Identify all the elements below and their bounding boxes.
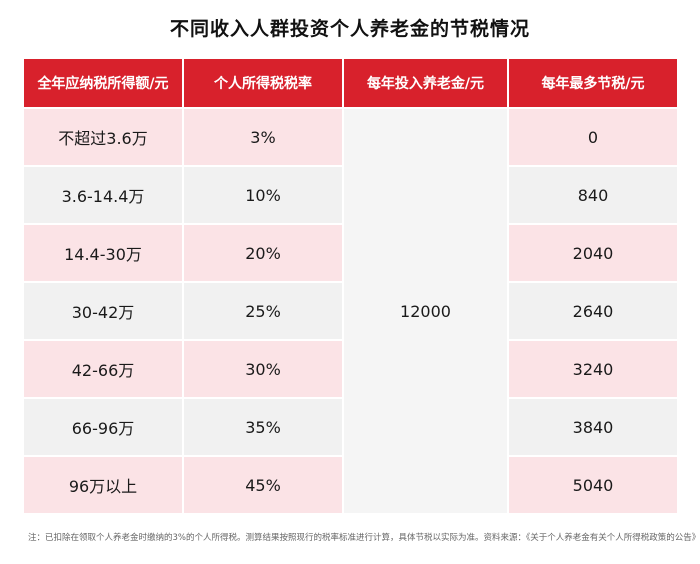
table-row-4-rate: 25% (184, 281, 344, 339)
table-row-3-saving: 2040 (509, 223, 677, 281)
table-row-6-rate: 35% (184, 397, 344, 455)
page-title: 不同收入人群投资个人养老金的节税情况 (169, 18, 530, 40)
table-row-4-income: 30-42万 (24, 281, 184, 339)
table-row-1-saving: 0 (509, 107, 677, 165)
header-annual-contribution: 每年投入养老金/元 (344, 59, 509, 107)
table-row-7-income: 96万以上 (24, 455, 184, 513)
table-row-6-saving: 3840 (509, 397, 677, 455)
table-row-1-income: 不超过3.6万 (24, 107, 184, 165)
table-row-5-rate: 30% (184, 339, 344, 397)
tax-saving-table: 全年应纳税所得额/元 个人所得税税率 每年投入养老金/元 每年最多节税/元 不超… (24, 59, 677, 513)
annual-contribution-merged-cell: 12000 (344, 107, 509, 513)
footnote: 注：已扣除在领取个人养老金时缴纳的3%的个人所得税。测算结果按照现行的税率标准进… (28, 533, 700, 543)
table-row-5-income: 42-66万 (24, 339, 184, 397)
table-row-7-rate: 45% (184, 455, 344, 513)
table-row-3-rate: 20% (184, 223, 344, 281)
header-max-saving: 每年最多节税/元 (509, 59, 677, 107)
header-tax-rate: 个人所得税税率 (184, 59, 344, 107)
header-income: 全年应纳税所得额/元 (24, 59, 184, 107)
table-row-2-income: 3.6-14.4万 (24, 165, 184, 223)
table-row-6-income: 66-96万 (24, 397, 184, 455)
table-row-3-income: 14.4-30万 (24, 223, 184, 281)
table-row-4-saving: 2640 (509, 281, 677, 339)
table-row-7-saving: 5040 (509, 455, 677, 513)
table-row-2-rate: 10% (184, 165, 344, 223)
table-row-2-saving: 840 (509, 165, 677, 223)
table-row-5-saving: 3240 (509, 339, 677, 397)
table-row-1-rate: 3% (184, 107, 344, 165)
